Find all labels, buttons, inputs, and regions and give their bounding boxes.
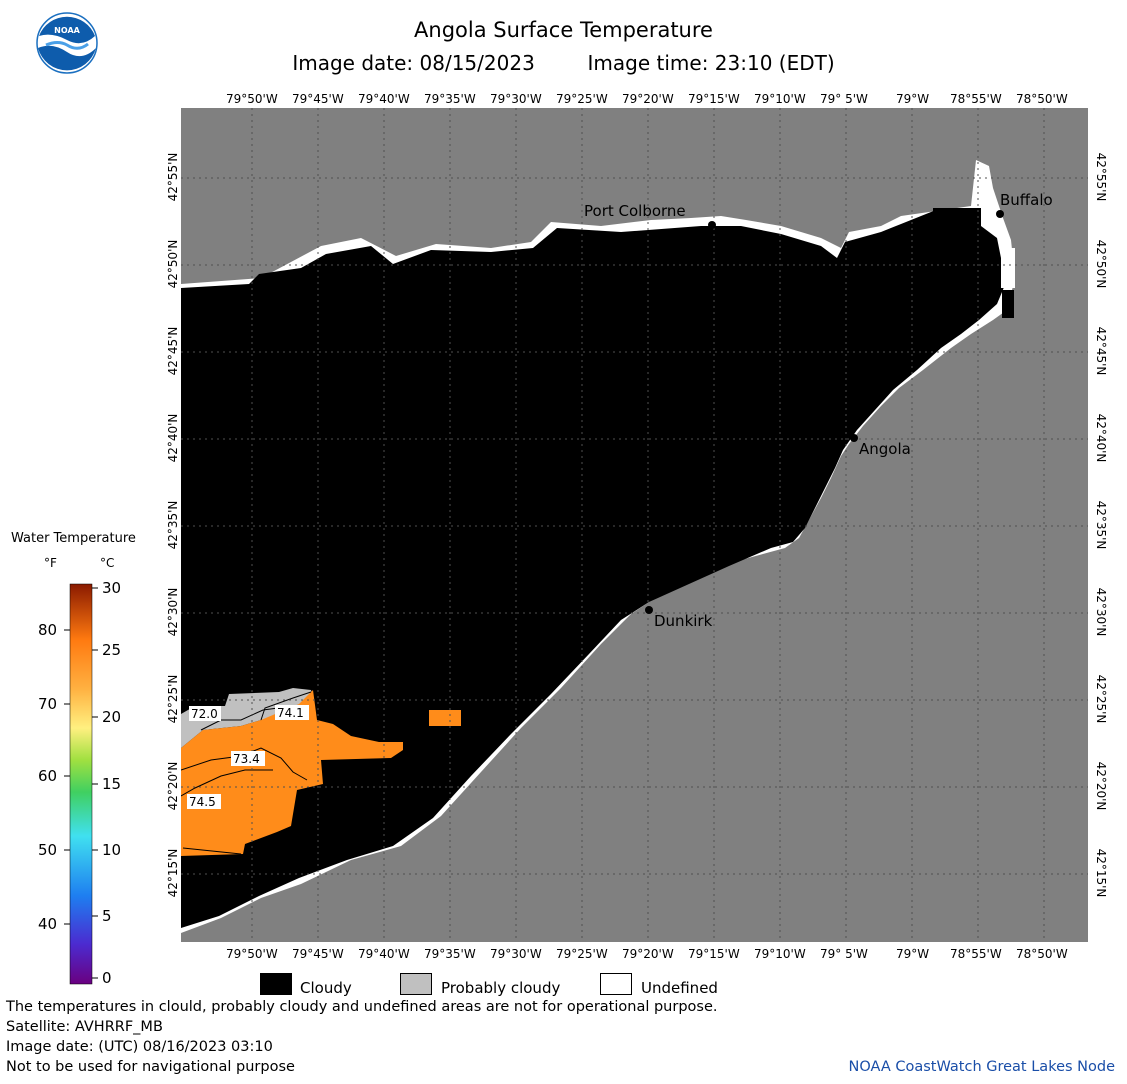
lat-tick-right: 42°25'N [1094, 674, 1108, 724]
contour-label: 72.0 [191, 707, 218, 721]
lat-tick-right: 42°20'N [1094, 761, 1108, 811]
navigation-note: Not to be used for navigational purpose [6, 1059, 295, 1075]
contour-label: 74.5 [189, 795, 216, 809]
lat-tick-left: 42°35'N [166, 500, 180, 550]
lon-tick-bottom: 79°15'W [688, 947, 740, 961]
legend-swatch-cloudy [260, 973, 292, 995]
probably-cloudy-patch [181, 688, 315, 748]
colorbar-unit-c: °C [100, 556, 115, 570]
lon-tick-bottom: 79°30'W [490, 947, 542, 961]
colorbar-tick-c: 10 [102, 841, 122, 859]
image-date: Image date: 08/15/2023 [292, 51, 535, 75]
lon-tick-bottom: 79°40'W [358, 947, 410, 961]
colorbar-tick-f: 40 [38, 915, 58, 933]
lon-tick-bottom: 79°50'W [226, 947, 278, 961]
lat-tick-right: 42°40'N [1094, 413, 1108, 463]
lon-tick-bottom: 78°55'W [950, 947, 1002, 961]
lat-tick-right: 42°45'N [1094, 326, 1108, 376]
lon-tick-bottom: 79°25'W [556, 947, 608, 961]
lon-tick-top: 79°20'W [622, 92, 674, 106]
credit-text: NOAA CoastWatch Great Lakes Node [848, 1059, 1115, 1075]
lat-tick-left: 42°25'N [166, 674, 180, 724]
lat-tick-left: 42°30'N [166, 587, 180, 637]
map-panel: Port Colborne Buffalo Angola Dunkirk 72.… [181, 108, 1088, 942]
lon-tick-top: 79°25'W [556, 92, 608, 106]
colorbar-tick-f: 50 [38, 841, 58, 859]
warm-water-region [181, 690, 403, 856]
colorbar-tick-c: 5 [102, 907, 112, 925]
lat-tick-right: 42°55'N [1094, 152, 1108, 202]
place-angola: Angola [850, 434, 911, 458]
lat-tick-left: 42°45'N [166, 326, 180, 376]
warm-water-spot [429, 710, 461, 726]
colorbar-tick-c: 15 [102, 775, 122, 793]
colorbar-title: Water Temperature [11, 531, 136, 546]
place-buffalo: Buffalo [996, 191, 1053, 218]
legend-swatch-undefined [600, 973, 632, 995]
satellite-text: Satellite: AVHRRF_MB [6, 1019, 163, 1035]
colorbar-tick-c: 0 [102, 969, 112, 987]
utc-date-text: Image date: (UTC) 08/16/2023 03:10 [6, 1039, 273, 1055]
image-datetime: Image date: 08/15/2023 Image time: 23:10… [0, 51, 1127, 75]
lon-tick-bottom: 79°45'W [292, 947, 344, 961]
lon-tick-bottom: 79°10'W [754, 947, 806, 961]
graticule [181, 108, 1088, 942]
lon-tick-top: 79°50'W [226, 92, 278, 106]
colorbar [64, 583, 98, 985]
colorbar-tick-f: 70 [38, 695, 58, 713]
lon-tick-top: 79°45'W [292, 92, 344, 106]
svg-text:NOAA: NOAA [54, 26, 80, 35]
place-label: Angola [859, 440, 911, 458]
lat-tick-left: 42°50'N [166, 239, 180, 289]
page-title: Angola Surface Temperature [414, 18, 713, 42]
lon-tick-bottom: 79°W [896, 947, 930, 961]
place-label: Buffalo [1000, 191, 1053, 209]
lat-tick-left: 42°40'N [166, 413, 180, 463]
lat-tick-right: 42°50'N [1094, 239, 1108, 289]
lon-tick-bottom: 79°35'W [424, 947, 476, 961]
legend-label-undefined: Undefined [641, 979, 718, 997]
lon-tick-top: 79°30'W [490, 92, 542, 106]
contour-label: 73.4 [233, 752, 260, 766]
place-label: Dunkirk [654, 612, 713, 630]
lon-tick-top: 79°15'W [688, 92, 740, 106]
lon-tick-top: 79°40'W [358, 92, 410, 106]
lon-tick-top: 79°35'W [424, 92, 476, 106]
colorbar-tick-c: 25 [102, 641, 122, 659]
noaa-logo: NOAA [36, 12, 98, 74]
legend-swatch-probably-cloudy [400, 973, 432, 995]
colorbar-tick-c: 20 [102, 708, 122, 726]
legend-label-probably-cloudy: Probably cloudy [441, 979, 561, 997]
lat-tick-right: 42°35'N [1094, 500, 1108, 550]
lat-tick-right: 42°15'N [1094, 848, 1108, 898]
lon-tick-top: 79°W [896, 92, 930, 106]
lon-tick-top: 78°50'W [1016, 92, 1068, 106]
disclaimer-text: The temperatures in clould, probably clo… [6, 999, 718, 1015]
place-dunkirk: Dunkirk [645, 606, 713, 630]
lon-tick-top: 79° 5'W [820, 92, 868, 106]
lon-tick-bottom: 78°50'W [1016, 947, 1068, 961]
image-time: Image time: 23:10 (EDT) [587, 51, 835, 75]
contour-labels: 72.0 74.1 73.4 74.5 [187, 705, 309, 809]
colorbar-tick-c: 30 [102, 579, 122, 597]
colorbar-tick-f: 80 [38, 621, 58, 639]
place-label: Port Colborne [584, 202, 686, 220]
lat-tick-left: 42°20'N [166, 761, 180, 811]
colorbar-tick-f: 60 [38, 767, 58, 785]
lon-tick-top: 78°55'W [950, 92, 1002, 106]
lat-tick-left: 42°55'N [166, 152, 180, 202]
lat-tick-left: 42°15'N [166, 848, 180, 898]
lat-tick-right: 42°30'N [1094, 587, 1108, 637]
contour-label: 74.1 [277, 706, 304, 720]
legend-label-cloudy: Cloudy [300, 979, 352, 997]
lon-tick-top: 79°10'W [754, 92, 806, 106]
lon-tick-bottom: 79°20'W [622, 947, 674, 961]
place-port-colborne: Port Colborne [584, 202, 716, 229]
lon-tick-bottom: 79° 5'W [820, 947, 868, 961]
colorbar-unit-f: °F [44, 556, 57, 570]
